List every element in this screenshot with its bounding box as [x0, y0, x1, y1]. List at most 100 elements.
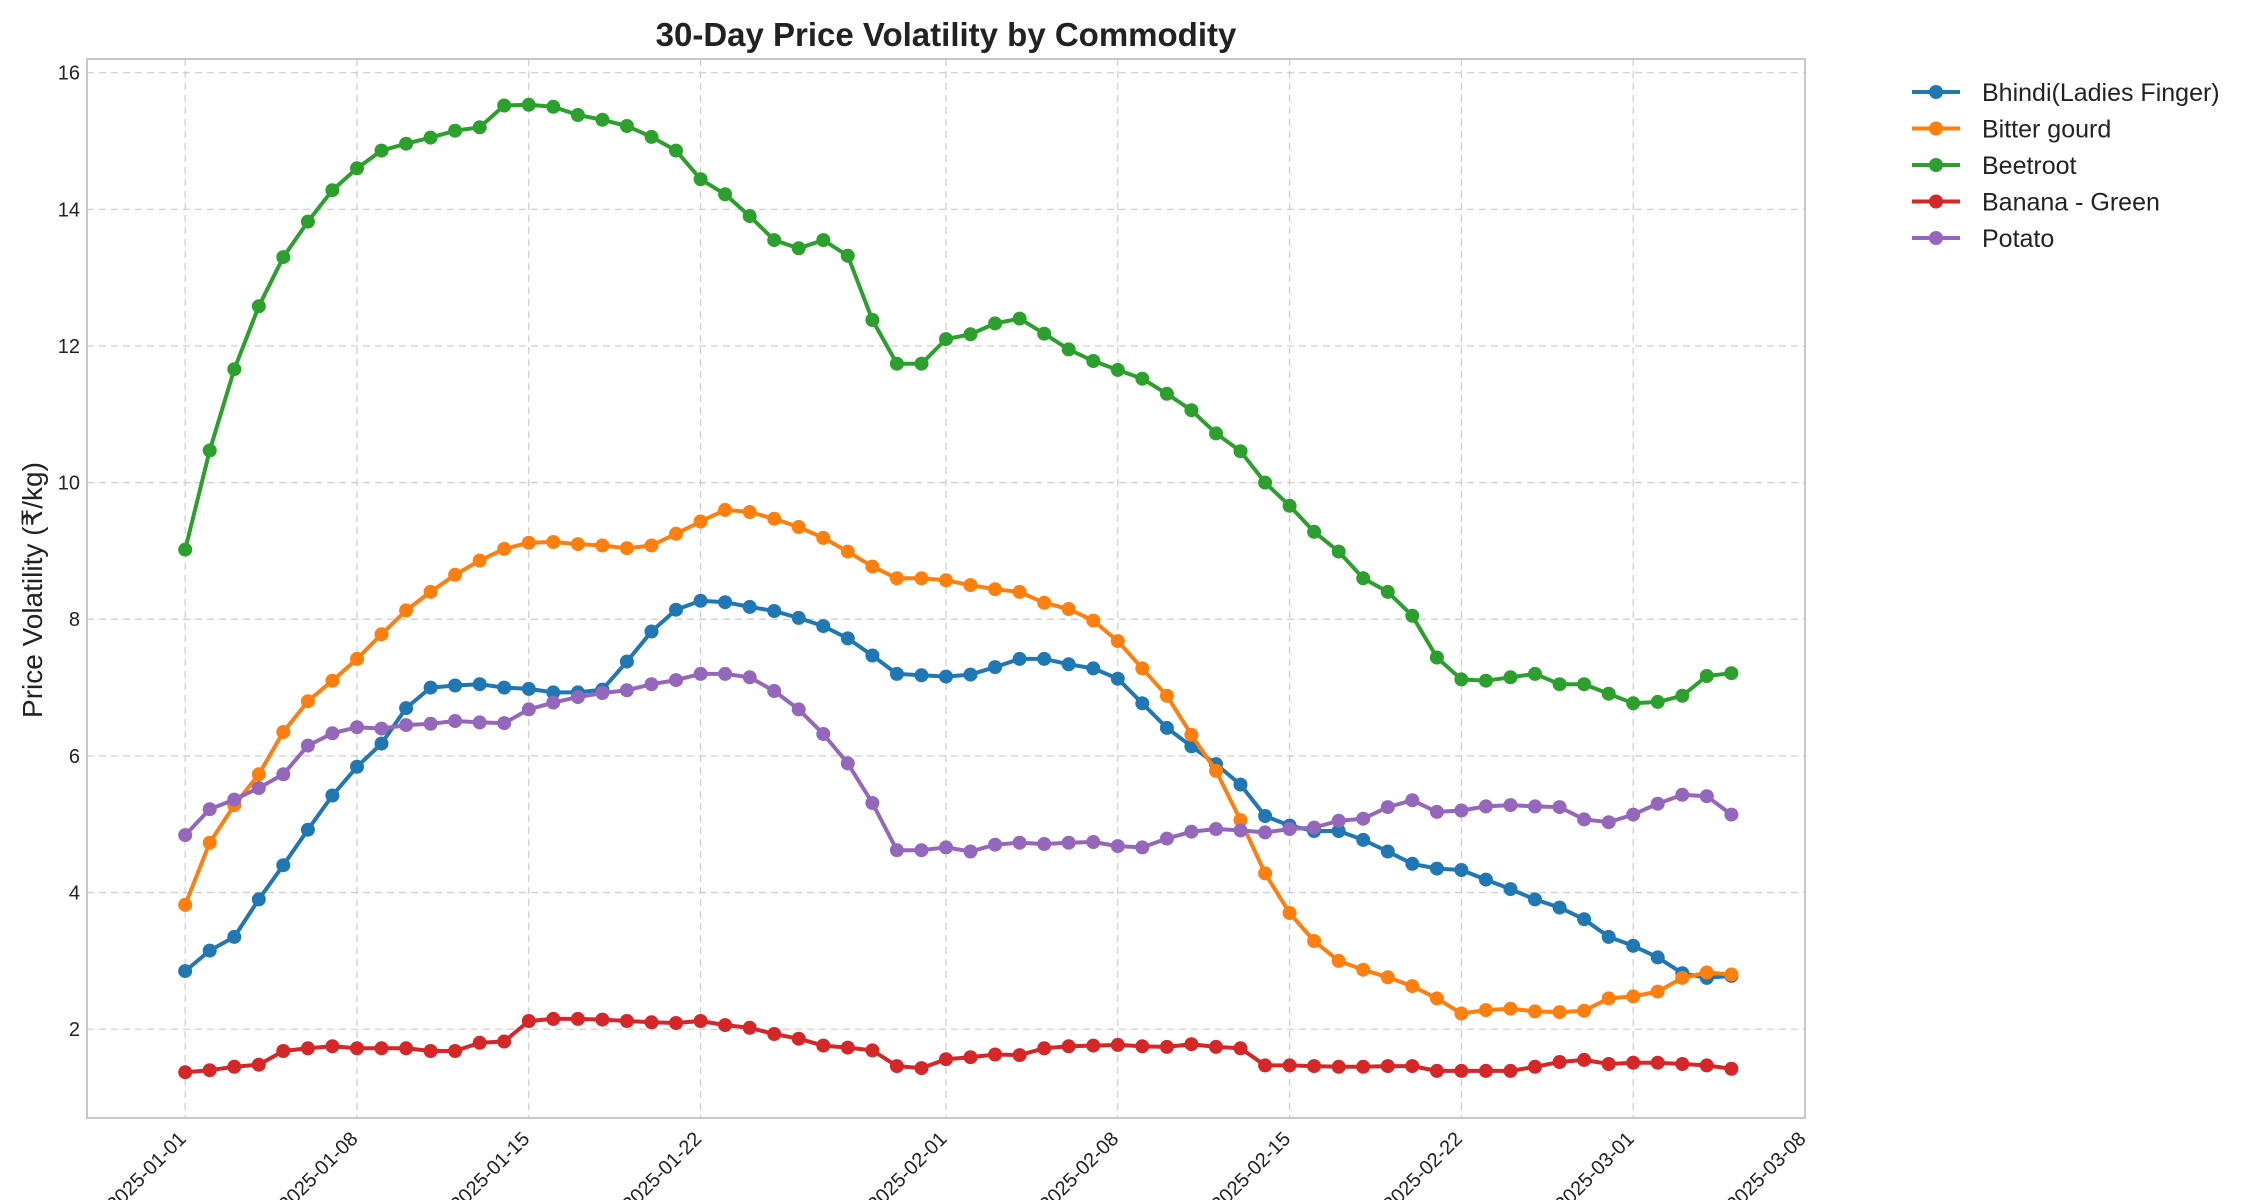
- data-point: [889, 571, 904, 586]
- data-point: [399, 1041, 414, 1056]
- data-point: [472, 715, 487, 730]
- data-point: [619, 541, 634, 556]
- data-point: [840, 1040, 855, 1055]
- data-point: [1675, 970, 1690, 985]
- data-point: [1454, 1063, 1469, 1078]
- data-point: [718, 502, 733, 517]
- data-point: [1012, 835, 1027, 850]
- data-point: [767, 604, 782, 618]
- data-point: [767, 511, 782, 526]
- data-point: [767, 1027, 782, 1041]
- data-point: [1282, 822, 1297, 836]
- data-point: [1061, 1039, 1076, 1054]
- y-tick-label: 16: [58, 63, 80, 85]
- legend-marker: [1929, 85, 1943, 99]
- data-point: [546, 1011, 561, 1026]
- data-point: [300, 822, 315, 837]
- data-point: [963, 844, 978, 859]
- data-point: [1528, 1004, 1542, 1019]
- data-point: [1503, 1001, 1518, 1016]
- data-point: [1110, 839, 1125, 854]
- data-point: [1380, 800, 1395, 815]
- data-point: [939, 573, 953, 588]
- x-tick-label: 2025-01-22: [618, 1128, 706, 1200]
- data-point: [816, 530, 831, 545]
- data-point: [300, 214, 315, 229]
- data-point: [1356, 1059, 1371, 1074]
- data-point: [1135, 1039, 1150, 1054]
- x-axis-ticks: 2025-01-01 2025-01-08 2025-01-15 2025-01-22…: [103, 1128, 1811, 1200]
- data-point: [718, 595, 733, 610]
- data-point: [1478, 1003, 1493, 1018]
- data-point: [227, 1059, 242, 1074]
- legend-item: Potato: [1912, 225, 2054, 253]
- data-point: [1724, 1061, 1739, 1076]
- data-point: [276, 858, 291, 873]
- data-point: [865, 796, 880, 810]
- data-point: [914, 843, 929, 858]
- data-point: [816, 1038, 831, 1053]
- data-point: [816, 233, 831, 248]
- data-point: [325, 788, 340, 803]
- data-point: [325, 673, 340, 688]
- x-tick-label: 2025-03-08: [1723, 1128, 1811, 1200]
- data-point: [1331, 824, 1346, 838]
- data-point: [742, 1020, 757, 1035]
- data-point: [791, 1031, 806, 1046]
- data-point: [1356, 832, 1371, 847]
- data-point: [791, 702, 806, 717]
- data-point: [988, 582, 1003, 597]
- data-point: [178, 897, 193, 912]
- data-point: [840, 544, 855, 559]
- data-point: [1135, 840, 1150, 855]
- data-point: [1478, 872, 1493, 887]
- data-point: [939, 840, 953, 855]
- data-point: [988, 316, 1003, 331]
- data-point: [1159, 688, 1174, 703]
- data-point: [914, 571, 929, 586]
- data-point: [1699, 1058, 1714, 1073]
- data-point: [669, 1016, 683, 1030]
- data-point: [374, 721, 389, 736]
- data-point: [1601, 991, 1616, 1006]
- data-point: [276, 725, 291, 739]
- data-point: [1650, 796, 1665, 811]
- data-point: [1699, 789, 1714, 804]
- data-point: [276, 1044, 291, 1058]
- data-point: [1110, 362, 1125, 377]
- data-point: [669, 526, 683, 541]
- data-point: [889, 356, 904, 371]
- data-point: [1503, 1063, 1518, 1078]
- legend-marker: [1929, 194, 1943, 209]
- data-point: [595, 112, 610, 127]
- data-point: [448, 1044, 463, 1058]
- data-point: [350, 161, 364, 176]
- data-point: [1159, 831, 1174, 846]
- data-point: [251, 767, 266, 782]
- data-point: [693, 1014, 708, 1028]
- data-point: [423, 680, 438, 695]
- data-point: [1675, 787, 1690, 802]
- data-point: [1626, 989, 1641, 1004]
- series-line: [183, 671, 1733, 854]
- data-point: [1699, 669, 1714, 683]
- data-point: [1184, 403, 1199, 418]
- data-point: [742, 209, 757, 224]
- data-point: [1037, 837, 1052, 851]
- x-tick-label: 2025-02-22: [1379, 1128, 1467, 1200]
- data-point: [178, 964, 193, 979]
- data-point: [1601, 1057, 1616, 1071]
- data-point: [300, 1041, 315, 1056]
- data-point: [350, 651, 364, 666]
- y-tick-label: 12: [58, 336, 80, 358]
- data-point: [1012, 651, 1027, 666]
- data-point: [1577, 1003, 1592, 1018]
- data-point: [1675, 1057, 1690, 1071]
- data-point: [1724, 967, 1739, 982]
- data-point: [742, 670, 757, 685]
- data-point: [251, 781, 266, 795]
- data-point: [570, 537, 585, 552]
- data-point: [472, 120, 487, 135]
- data-point: [546, 695, 561, 710]
- data-point: [276, 250, 291, 265]
